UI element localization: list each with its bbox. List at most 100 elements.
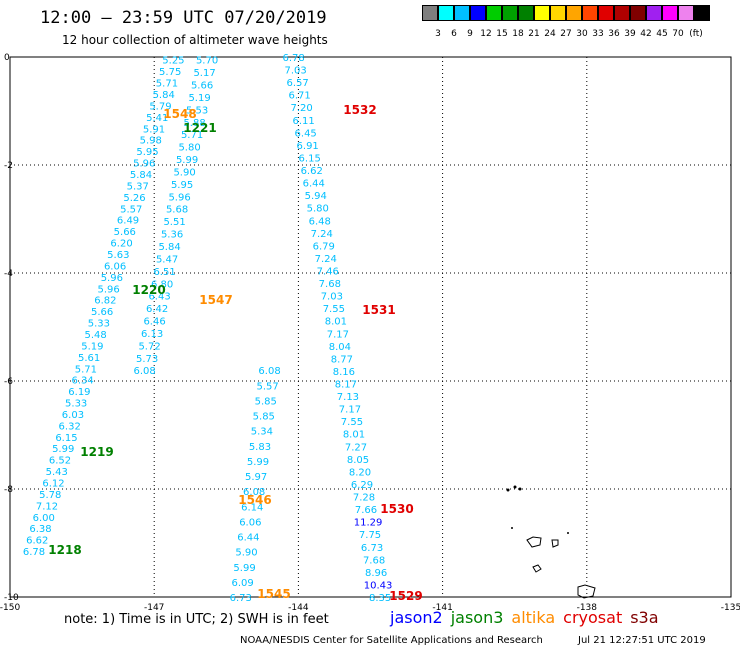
wave-height-point: 8.77 — [331, 354, 353, 365]
track-number-label: 1529 — [389, 589, 422, 603]
scale-swatch — [598, 5, 614, 21]
wave-height-point: 5.57 — [120, 204, 142, 215]
track-number-label: 1546 — [238, 493, 271, 507]
wave-height-point: 5.95 — [171, 180, 193, 191]
scale-label: 42 — [640, 29, 652, 39]
wave-height-point: 5.99 — [52, 444, 74, 455]
wave-height-point: 5.88 — [183, 118, 205, 129]
wave-height-point: 6.34 — [72, 376, 94, 387]
scale-swatch — [486, 5, 502, 21]
scale-label: 24 — [544, 29, 556, 39]
wave-height-point: 5.68 — [166, 205, 188, 216]
scale-label: 21 — [528, 29, 540, 39]
wave-height-point: 8.96 — [365, 568, 387, 579]
scale-label: 15 — [496, 29, 508, 39]
track-number-label: 1547 — [199, 293, 232, 307]
scale-swatch — [534, 5, 550, 21]
wave-height-point: 5.85 — [255, 396, 277, 407]
map-title: 12:00 – 23:59 UTC 07/20/2019 — [40, 8, 327, 28]
scale-label: 45 — [656, 29, 668, 39]
scale-swatch — [550, 5, 566, 21]
satellite-legend-item: jason3 — [450, 608, 504, 627]
wave-height-point: 5.70 — [196, 56, 218, 67]
wave-height-point: 5.53 — [186, 105, 208, 116]
wave-height-point: 6.29 — [351, 480, 373, 491]
wave-height-point: 5.71 — [156, 79, 178, 90]
wave-height-point: 8.01 — [343, 430, 365, 441]
scale-swatch — [438, 5, 454, 21]
wave-height-point: 5.51 — [163, 217, 185, 228]
map-border — [9, 56, 732, 598]
wave-height-point: 7.27 — [345, 442, 367, 453]
wave-height-point: 5.85 — [253, 412, 275, 423]
wave-height-point: 6.38 — [29, 524, 51, 535]
wave-height-point: 6.20 — [110, 239, 132, 250]
wave-height-point: 6.44 — [303, 179, 325, 190]
wave-height-point: 5.99 — [233, 563, 255, 574]
scale-label: 36 — [608, 29, 620, 39]
wave-height-point: 8.04 — [329, 342, 351, 353]
wave-height-point: 6.46 — [143, 317, 165, 328]
wave-height-point: 5.75 — [159, 67, 181, 78]
wave-height-point: 5.97 — [245, 472, 267, 483]
scale-label: 9 — [467, 29, 473, 39]
y-tick-label: 0 — [4, 53, 10, 63]
scale-swatch — [582, 5, 598, 21]
wave-height-point: 7.03 — [284, 66, 306, 77]
scale-label: 39 — [624, 29, 636, 39]
wave-height-point: 5.99 — [247, 457, 269, 468]
scale-label: 33 — [592, 29, 604, 39]
island — [551, 539, 559, 548]
islands — [506, 485, 596, 599]
scale-label: 27 — [560, 29, 572, 39]
wave-height-point: 6.00 — [33, 513, 55, 524]
scale-swatch — [694, 5, 710, 21]
wave-height-point: 11.29 — [354, 518, 383, 529]
wave-height-point: 7.68 — [363, 555, 385, 566]
wave-height-point: 5.61 — [78, 353, 100, 364]
wave-height-point: 5.19 — [81, 341, 103, 352]
wave-height-point: 5.41 — [146, 113, 168, 124]
wave-height-point: 6.62 — [301, 166, 323, 177]
wave-height-point: 7.68 — [319, 279, 341, 290]
wave-height-point: 5.33 — [65, 399, 87, 410]
wave-height-point: 5.90 — [173, 167, 195, 178]
wave-height-point: 10.43 — [364, 580, 393, 591]
wave-height-point: 7.20 — [291, 103, 313, 114]
wave-height-point: 5.48 — [84, 330, 106, 341]
wave-height-point: 8.35 — [369, 593, 391, 604]
scale-label: 18 — [512, 29, 524, 39]
wave-height-point: 8.05 — [347, 455, 369, 466]
wave-height-point: 7.24 — [311, 229, 333, 240]
island — [577, 584, 596, 599]
wave-height-point: 6.13 — [141, 329, 163, 340]
wave-height-point: 6.08 — [258, 366, 280, 377]
y-tick-label: -4 — [4, 269, 13, 279]
wave-height-point: 6.42 — [146, 304, 168, 315]
wave-height-point: 5.84 — [130, 170, 152, 181]
scale-swatch — [630, 5, 646, 21]
wave-height-point: 6.79 — [313, 241, 335, 252]
wave-height-point: 5.96 — [101, 273, 123, 284]
y-tick-label: -8 — [4, 485, 13, 495]
wave-height-point: 7.28 — [353, 493, 375, 504]
note-text: note: 1) Time is in UTC; 2) SWH is in fe… — [64, 612, 329, 627]
wave-height-point: 5.66 — [114, 227, 136, 238]
island — [532, 564, 542, 573]
wave-height-point: 6.80 — [151, 279, 173, 290]
wave-height-point: 6.51 — [153, 267, 175, 278]
wave-height-point: 5.19 — [188, 93, 210, 104]
track-number-label: 1545 — [257, 587, 290, 601]
scale-label: 6 — [451, 29, 457, 39]
scale-swatch — [502, 5, 518, 21]
scale-swatch — [614, 5, 630, 21]
wave-height-point: 5.96 — [97, 284, 119, 295]
satellite-legend-item: altika — [511, 608, 556, 627]
wave-height-point: 7.55 — [323, 304, 345, 315]
wave-height-point: 8.01 — [325, 317, 347, 328]
track-number-label: 1220 — [132, 283, 165, 297]
wave-height-point: 6.78 — [282, 53, 304, 64]
track-number-label: 1219 — [80, 445, 113, 459]
y-tick-label: -10 — [4, 593, 19, 603]
wave-height-point: 6.19 — [68, 387, 90, 398]
